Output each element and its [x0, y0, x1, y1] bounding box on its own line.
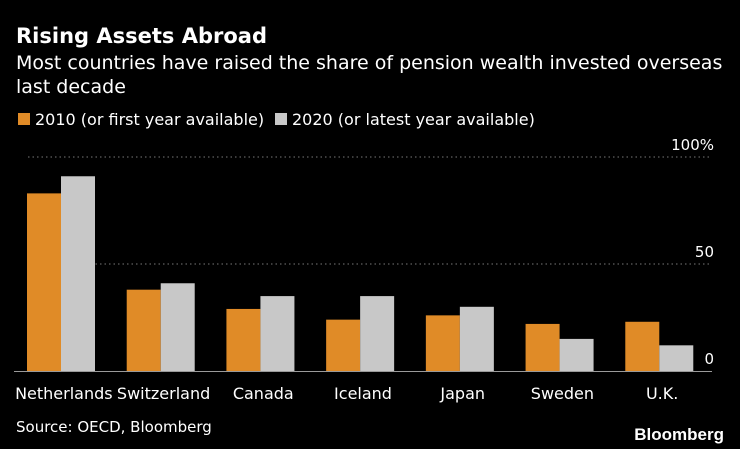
y-tick-label-1: 0 — [704, 350, 714, 368]
legend-label-2: 2020 (or latest year available) — [292, 110, 535, 129]
bloomberg-logo: Bloomberg — [634, 425, 724, 444]
bar-u-k--series-1 — [625, 321, 660, 371]
legend-swatch-2 — [275, 113, 287, 125]
legend-label-1: 2010 (or first year available) — [35, 110, 264, 129]
bar-sweden-series-2 — [559, 338, 594, 371]
chart-subtitle-line-2: last decade — [16, 76, 126, 98]
bar-iceland-series-2 — [360, 296, 395, 371]
bar-netherlands-series-1 — [27, 193, 61, 371]
y-tick-label-3: 100% — [671, 136, 714, 154]
x-tick-labels: Netherlands Switzerland Canada Iceland Japan… — [15, 384, 678, 403]
bar-switzerland-series-1 — [126, 289, 161, 371]
x-tick-label-switzerland: Switzerland — [117, 384, 210, 403]
bar-iceland-series-1 — [326, 319, 361, 371]
bar-japan-series-2 — [459, 306, 494, 371]
x-tick-label-sweden: Sweden — [531, 384, 594, 403]
y-tick-labels: 0 50 100% — [671, 136, 714, 368]
y-tick-label-2: 50 — [695, 243, 714, 261]
bar-canada-series-2 — [260, 296, 295, 371]
chart-subtitle-line-1: Most countries have raised the share of … — [16, 52, 722, 74]
x-tick-label-canada: Canada — [233, 384, 294, 403]
chart-title: Rising Assets Abroad — [16, 24, 267, 48]
x-tick-label-iceland: Iceland — [334, 384, 392, 403]
bar-japan-series-1 — [425, 315, 460, 371]
legend-swatch-1 — [18, 113, 30, 125]
bar-netherlands-series-2 — [61, 176, 95, 371]
x-tick-label-netherlands: Netherlands — [15, 384, 113, 403]
x-tick-label-u-k-: U.K. — [646, 384, 678, 403]
x-tick-label-japan: Japan — [439, 384, 485, 403]
bar-u-k--series-2 — [659, 345, 694, 371]
bars — [27, 176, 694, 371]
bar-canada-series-1 — [226, 308, 261, 371]
legend: 2010 (or first year available) 2020 (or l… — [18, 110, 535, 129]
source-note: Source: OECD, Bloomberg — [16, 418, 212, 436]
bar-switzerland-series-2 — [160, 283, 195, 371]
gridlines — [28, 156, 712, 265]
bar-sweden-series-1 — [525, 323, 560, 371]
